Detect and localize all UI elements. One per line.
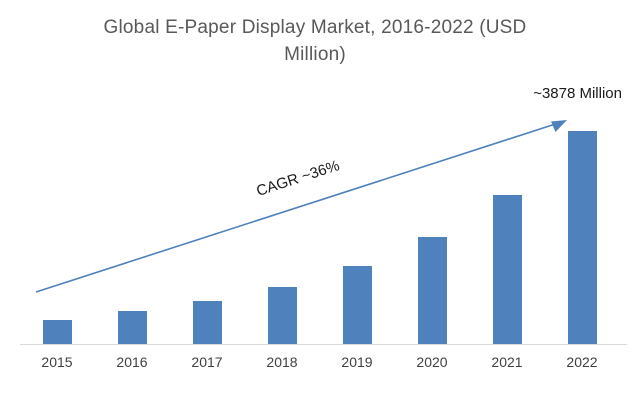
trend-arrow-line [35,122,558,293]
bar-2018 [267,287,297,344]
bar-2019 [342,266,372,344]
x-tick-label-2022: 2022 [566,354,598,370]
bar-2016 [117,311,147,344]
x-tick-label-2016: 2016 [116,354,148,370]
x-axis-line [20,344,627,345]
trend-arrow-head-icon [551,120,567,132]
bar-2021 [492,195,522,344]
bar-2020 [417,237,447,344]
x-tick-label-2018: 2018 [266,354,298,370]
x-tick-label-2020: 2020 [416,354,448,370]
x-tick-label-2019: 2019 [341,354,373,370]
x-tick-label-2017: 2017 [191,354,223,370]
x-tick-label-2015: 2015 [41,354,73,370]
x-tick-label-2021: 2021 [491,354,523,370]
bar-2022 [567,131,597,344]
bar-2017 [192,301,222,344]
cagr-annotation: CAGR ~36% [254,157,342,200]
chart-title: Global E-Paper Display Market, 2016-2022… [103,17,527,65]
peak-value-annotation: ~3878 Million [533,85,622,102]
bar-2015 [42,320,72,344]
